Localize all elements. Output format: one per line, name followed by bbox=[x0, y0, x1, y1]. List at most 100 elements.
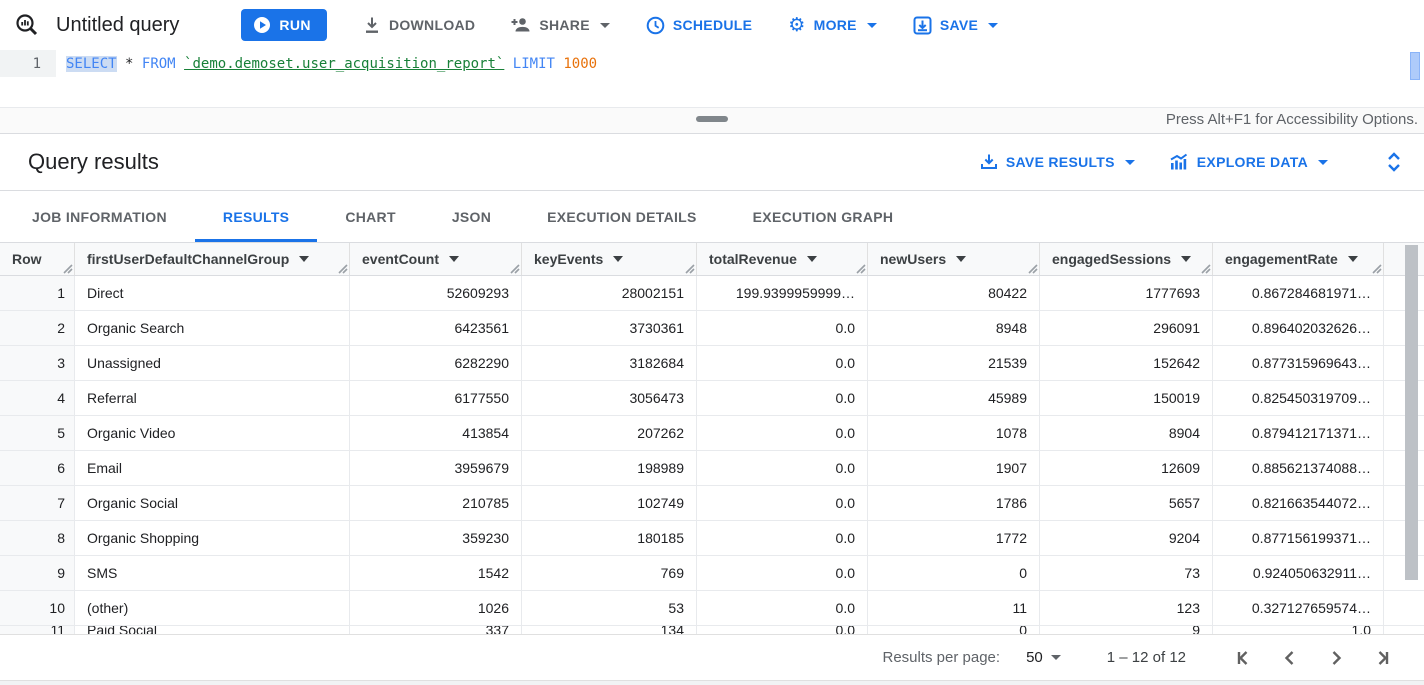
explore-data-button[interactable]: EXPLORE DATA bbox=[1169, 153, 1328, 171]
cell-newUsers: 45989 bbox=[868, 381, 1040, 415]
query-results-header: Query results SAVE RESULTS EXPLORE DATA bbox=[0, 134, 1424, 191]
cell-keyEvents: 207262 bbox=[522, 416, 697, 450]
table-vertical-scrollbar[interactable] bbox=[1405, 245, 1418, 580]
sql-token: LIMIT bbox=[512, 55, 555, 72]
cell-engagementRate: 0.924050632911… bbox=[1213, 556, 1384, 590]
editor-gutter: 1 bbox=[0, 50, 56, 107]
chevron-right-icon bbox=[1332, 650, 1342, 665]
cell-firstUserDefaultChannelGroup: Paid Social bbox=[75, 626, 350, 634]
tab-execution-graph[interactable]: EXECUTION GRAPH bbox=[752, 208, 894, 225]
column-header-totalRevenue[interactable]: totalRevenue bbox=[697, 243, 868, 275]
column-menu-icon[interactable] bbox=[1181, 256, 1192, 262]
column-header-keyEvents[interactable]: keyEvents bbox=[522, 243, 697, 275]
column-header-newUsers[interactable]: newUsers bbox=[868, 243, 1040, 275]
cell-totalRevenue: 0.0 bbox=[697, 346, 868, 380]
bottom-strip bbox=[0, 680, 1424, 685]
cell-firstUserDefaultChannelGroup: Organic Video bbox=[75, 416, 350, 450]
download-icon bbox=[365, 17, 378, 33]
cell-totalRevenue: 0.0 bbox=[697, 416, 868, 450]
results-table: Row firstUserDefaultChannelGroup eventCo… bbox=[0, 243, 1424, 634]
chevron-down-icon bbox=[866, 22, 877, 28]
cell-eventCount: 337 bbox=[350, 626, 522, 634]
cell-newUsers: 0 bbox=[868, 556, 1040, 590]
column-menu-icon[interactable] bbox=[299, 256, 310, 262]
schedule-button[interactable]: SCHEDULE bbox=[646, 16, 752, 35]
cell-row: 4 bbox=[0, 381, 75, 415]
sql-code-line[interactable]: SELECT * FROM `demo.demoset.user_acquisi… bbox=[56, 50, 597, 77]
column-resize-grip[interactable] bbox=[62, 263, 73, 274]
column-header-engagedSessions[interactable]: engagedSessions bbox=[1040, 243, 1213, 275]
column-resize-grip[interactable] bbox=[509, 263, 520, 274]
tab-results[interactable]: RESULTS bbox=[194, 191, 318, 242]
column-resize-grip[interactable] bbox=[684, 263, 695, 274]
more-button[interactable]: ⚙ MORE bbox=[788, 16, 877, 35]
next-page-button[interactable] bbox=[1320, 642, 1352, 674]
tab-execution-details[interactable]: EXECUTION DETAILS bbox=[547, 208, 697, 225]
column-resize-grip[interactable] bbox=[1371, 263, 1382, 274]
gear-icon: ⚙ bbox=[788, 14, 806, 36]
cell-totalRevenue: 0.0 bbox=[697, 381, 868, 415]
cell-firstUserDefaultChannelGroup: Organic Search bbox=[75, 311, 350, 345]
column-menu-icon[interactable] bbox=[1347, 256, 1358, 262]
save-button[interactable]: SAVE bbox=[913, 16, 999, 35]
last-page-button[interactable] bbox=[1366, 642, 1398, 674]
run-button[interactable]: RUN bbox=[241, 9, 327, 41]
query-editor-toolbar: Untitled query RUN DOWNLOAD SHARE SCHEDU… bbox=[0, 0, 1424, 50]
first-page-button[interactable] bbox=[1228, 642, 1260, 674]
cell-keyEvents: 3056473 bbox=[522, 381, 697, 415]
last-page-icon bbox=[1378, 650, 1389, 665]
cell-engagedSessions: 123 bbox=[1040, 591, 1213, 625]
cell-newUsers: 1078 bbox=[868, 416, 1040, 450]
save-results-button[interactable]: SAVE RESULTS bbox=[980, 153, 1135, 171]
column-resize-grip[interactable] bbox=[1200, 263, 1211, 274]
column-resize-grip[interactable] bbox=[337, 263, 348, 274]
cell-engagedSessions: 12609 bbox=[1040, 451, 1213, 485]
share-button[interactable]: SHARE bbox=[511, 16, 610, 34]
column-resize-grip[interactable] bbox=[1027, 263, 1038, 274]
page-size-select[interactable]: 50 bbox=[1026, 649, 1061, 666]
cell-row: 1 bbox=[0, 276, 75, 310]
chevron-down-icon bbox=[1124, 159, 1135, 165]
cell-firstUserDefaultChannelGroup: Unassigned bbox=[75, 346, 350, 380]
column-menu-icon[interactable] bbox=[613, 256, 624, 262]
cell-eventCount: 3959679 bbox=[350, 451, 522, 485]
person-add-icon bbox=[511, 18, 530, 32]
column-resize-grip[interactable] bbox=[855, 263, 866, 274]
expand-collapse-button[interactable] bbox=[1386, 151, 1402, 173]
chevron-down-icon bbox=[599, 22, 610, 28]
column-menu-icon[interactable] bbox=[956, 256, 967, 262]
cell-eventCount: 52609293 bbox=[350, 276, 522, 310]
sql-editor[interactable]: 1 SELECT * FROM `demo.demoset.user_acqui… bbox=[0, 50, 1424, 107]
table-header-row: Row firstUserDefaultChannelGroup eventCo… bbox=[0, 243, 1424, 276]
tab-chart[interactable]: CHART bbox=[345, 208, 396, 225]
column-menu-icon[interactable] bbox=[806, 256, 817, 262]
cell-firstUserDefaultChannelGroup: Organic Social bbox=[75, 486, 350, 520]
column-header-engagementRate[interactable]: engagementRate bbox=[1213, 243, 1384, 275]
table-row: 6 Email 3959679 198989 0.0 1907 12609 0.8856213… bbox=[0, 451, 1424, 486]
tab-job-information[interactable]: JOB INFORMATION bbox=[32, 208, 167, 225]
cell-engagedSessions: 73 bbox=[1040, 556, 1213, 590]
play-icon bbox=[254, 17, 271, 33]
previous-page-button[interactable] bbox=[1274, 642, 1306, 674]
cell-firstUserDefaultChannelGroup: Organic Shopping bbox=[75, 521, 350, 555]
column-menu-icon[interactable] bbox=[449, 256, 459, 262]
cell-engagedSessions: 1777693 bbox=[1040, 276, 1213, 310]
download-button[interactable]: DOWNLOAD bbox=[363, 16, 475, 34]
cell-keyEvents: 134 bbox=[522, 626, 697, 634]
cell-eventCount: 6423561 bbox=[350, 311, 522, 345]
column-header-eventCount[interactable]: eventCount bbox=[350, 243, 522, 275]
editor-scrollbar[interactable] bbox=[1410, 52, 1420, 80]
cell-totalRevenue: 0.0 bbox=[697, 521, 868, 555]
cell-spacer bbox=[1384, 591, 1398, 625]
clock-icon bbox=[646, 16, 665, 34]
table-row: 3 Unassigned 6282290 3182684 0.0 21539 152642 0… bbox=[0, 346, 1424, 381]
cell-firstUserDefaultChannelGroup: Referral bbox=[75, 381, 350, 415]
chevron-left-icon bbox=[1284, 650, 1294, 665]
tab-json[interactable]: JSON bbox=[451, 208, 492, 225]
column-header-row[interactable]: Row bbox=[0, 243, 75, 275]
cell-engagementRate: 1.0 bbox=[1213, 626, 1384, 634]
cell-totalRevenue: 0.0 bbox=[697, 591, 868, 625]
column-header-firstUserDefaultChannelGroup[interactable]: firstUserDefaultChannelGroup bbox=[75, 243, 350, 275]
first-page-icon bbox=[1237, 650, 1248, 665]
splitter-drag-handle[interactable] bbox=[696, 116, 728, 122]
